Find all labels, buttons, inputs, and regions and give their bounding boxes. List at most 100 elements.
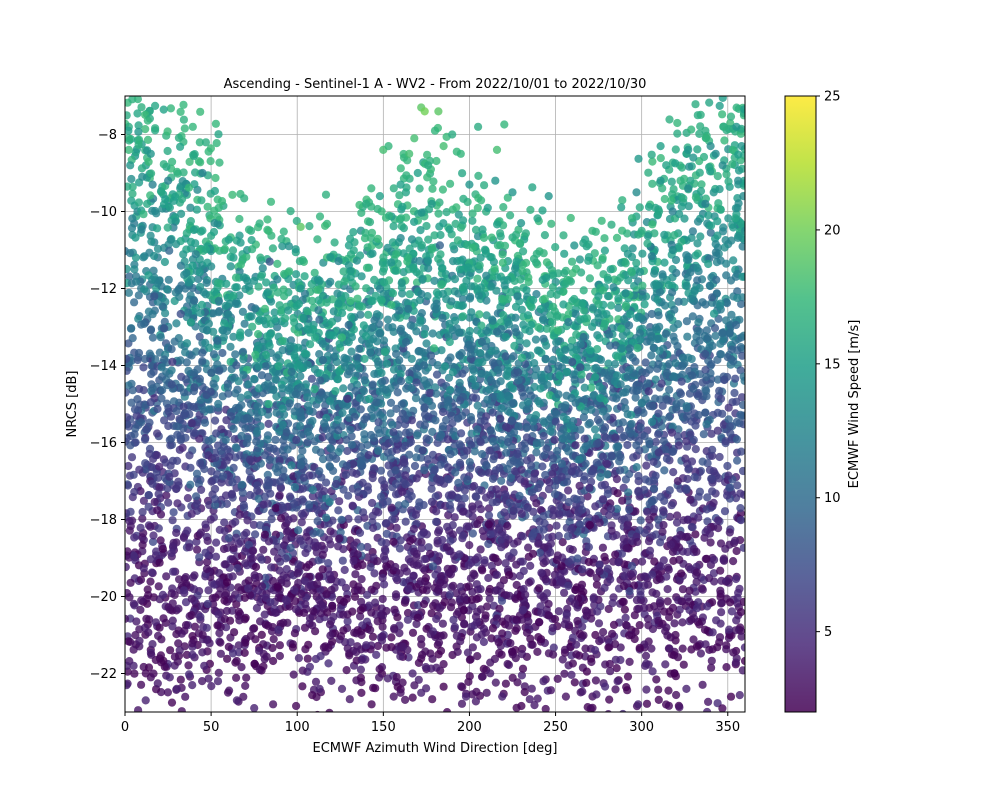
scatter-point: [682, 251, 691, 260]
scatter-point: [181, 692, 190, 701]
scatter-point: [495, 463, 504, 473]
scatter-point: [212, 139, 221, 148]
scatter-point: [363, 553, 372, 562]
scatter-point: [194, 274, 203, 284]
scatter-point: [235, 593, 244, 603]
scatter-point: [491, 346, 500, 355]
scatter-point: [259, 662, 268, 671]
scatter-point: [434, 638, 444, 647]
scatter-point: [543, 380, 552, 389]
scatter-point: [174, 639, 183, 648]
scatter-point: [560, 588, 569, 597]
scatter-point: [492, 327, 502, 336]
scatter-point: [217, 197, 227, 206]
scatter-point: [315, 410, 324, 419]
scatter-point: [179, 100, 188, 109]
scatter-point: [468, 209, 477, 218]
scatter-point: [342, 461, 351, 470]
scatter-point: [229, 424, 238, 433]
scatter-point: [669, 468, 678, 477]
scatter-point: [195, 268, 204, 277]
scatter-point: [478, 566, 487, 575]
scatter-point: [273, 554, 282, 563]
scatter-point: [188, 632, 197, 641]
scatter-point: [371, 598, 380, 607]
scatter-point: [624, 488, 633, 497]
scatter-point: [428, 184, 437, 193]
scatter-point: [377, 368, 386, 378]
scatter-point: [411, 394, 421, 403]
scatter-point: [605, 510, 614, 520]
scatter-point: [465, 541, 474, 550]
scatter-point: [492, 570, 501, 580]
scatter-point: [705, 529, 715, 538]
scatter-point: [729, 256, 738, 265]
scatter-point: [299, 484, 308, 493]
scatter-point: [736, 504, 745, 513]
scatter-point: [696, 649, 706, 658]
scatter-point: [417, 538, 426, 547]
scatter-point: [414, 675, 423, 684]
scatter-point: [134, 121, 143, 130]
scatter-point: [691, 193, 701, 202]
scatter-point: [625, 321, 634, 330]
scatter-point: [533, 647, 542, 657]
scatter-point: [248, 554, 257, 563]
scatter-point: [621, 613, 630, 623]
scatter-point: [532, 411, 541, 420]
scatter-point: [325, 344, 334, 353]
scatter-point: [435, 526, 444, 535]
scatter-point: [687, 233, 696, 242]
scatter-point: [219, 472, 228, 481]
scatter-point: [356, 673, 365, 682]
scatter-point: [431, 383, 440, 392]
scatter-point: [539, 525, 549, 534]
scatter-point: [130, 430, 139, 439]
scatter-point: [740, 105, 745, 114]
scatter-point: [549, 454, 558, 463]
scatter-point: [643, 232, 653, 241]
scatter-point: [660, 466, 669, 475]
scatter-point: [378, 377, 387, 386]
scatter-point: [180, 124, 189, 133]
scatter-point: [240, 319, 249, 328]
scatter-point: [173, 456, 182, 465]
scatter-point: [533, 694, 542, 703]
scatter-point: [406, 437, 415, 446]
scatter-point: [739, 597, 745, 606]
scatter-point: [305, 560, 314, 569]
scatter-point: [539, 334, 548, 343]
scatter-point: [210, 206, 219, 215]
scatter-point: [517, 465, 526, 474]
scatter-point: [668, 190, 677, 199]
scatter-point: [645, 522, 654, 531]
scatter-point: [624, 276, 633, 285]
scatter-point: [329, 352, 339, 362]
scatter-point: [542, 258, 552, 267]
scatter-point: [707, 663, 716, 672]
scatter-point: [597, 216, 606, 225]
scatter-point: [190, 296, 199, 305]
scatter-point: [341, 583, 351, 593]
scatter-point: [166, 104, 175, 113]
scatter-point: [250, 659, 259, 669]
scatter-point: [346, 425, 355, 434]
scatter-point: [616, 273, 625, 282]
scatter-point: [673, 118, 682, 128]
scatter-point: [357, 272, 366, 281]
scatter-point: [695, 620, 704, 629]
scatter-point: [716, 586, 725, 595]
scatter-point: [465, 458, 474, 467]
scatter-point: [698, 457, 707, 466]
scatter-point: [730, 388, 739, 398]
scatter-point: [448, 205, 457, 214]
scatter-point: [245, 490, 255, 500]
scatter-point: [393, 259, 402, 268]
scatter-point: [474, 171, 483, 180]
scatter-point: [371, 684, 380, 693]
scatter-point: [324, 659, 333, 668]
scatter-point: [275, 491, 284, 500]
scatter-point: [260, 530, 270, 539]
scatter-point: [580, 434, 589, 443]
scatter-point: [389, 222, 398, 231]
